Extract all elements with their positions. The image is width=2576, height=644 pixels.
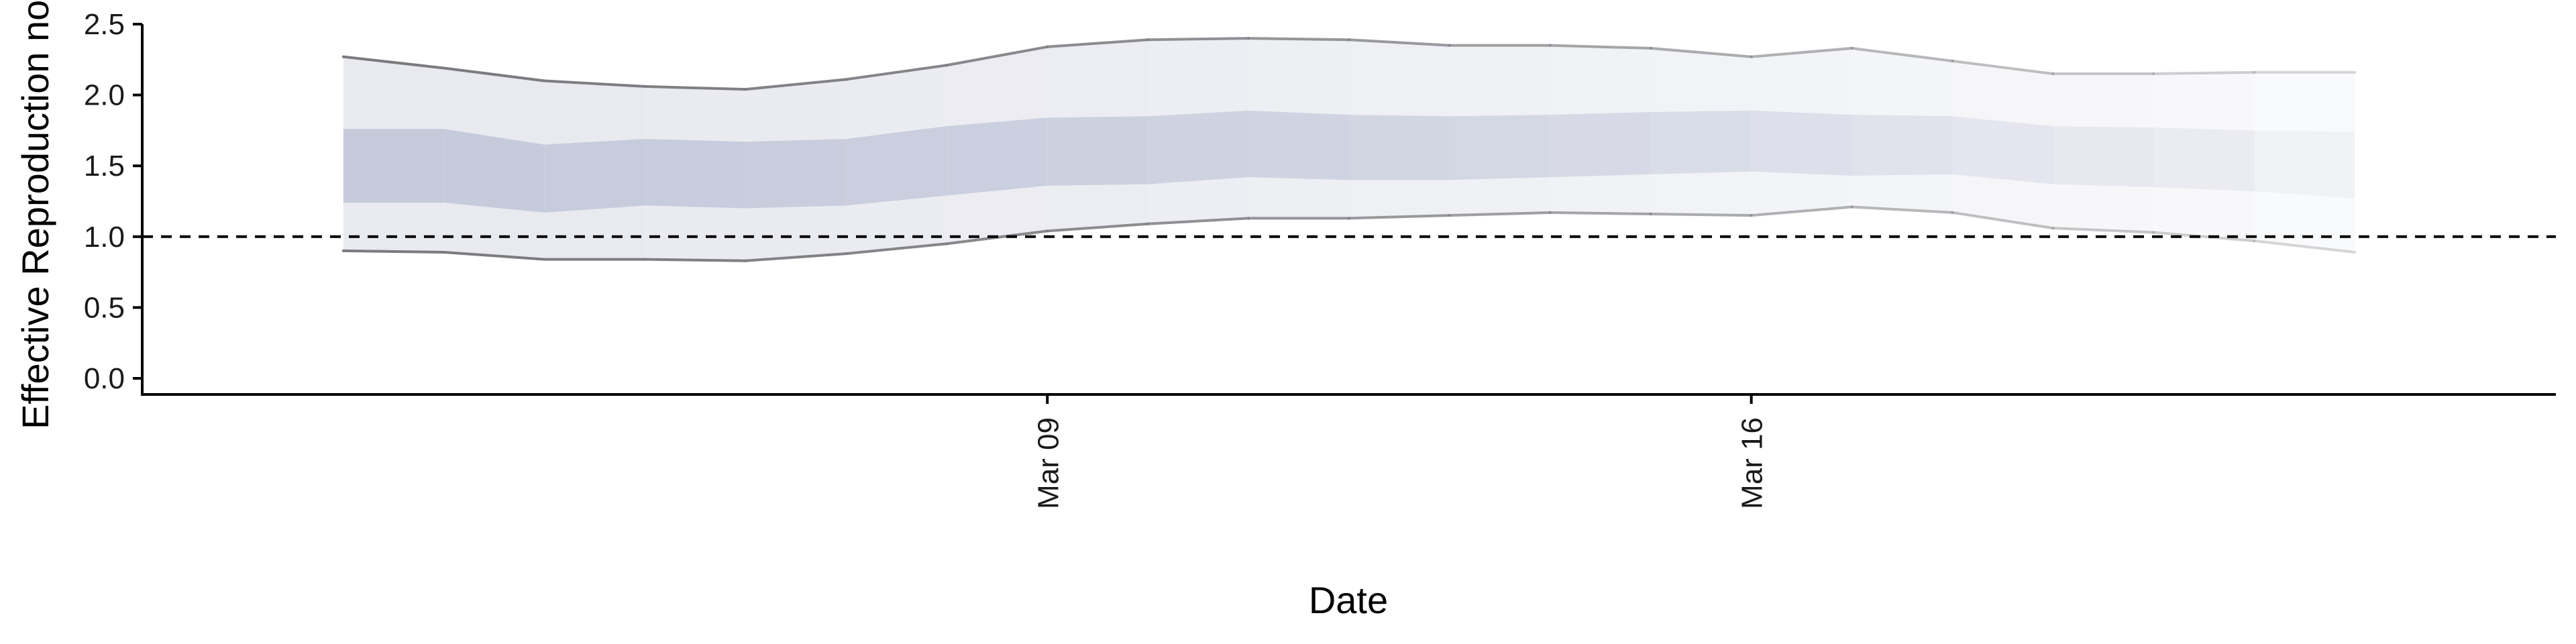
- band-95-segment: [1851, 48, 1953, 213]
- band-95-segment: [2254, 72, 2355, 253]
- upper-bound-segment: [442, 66, 546, 83]
- upper-bound-segment: [1649, 46, 1753, 58]
- y-axis-ticks: 0.0 0.5 1.0 1.5 2.0 2.5: [84, 8, 142, 395]
- band-50-segment: [343, 129, 444, 203]
- lower-bound-segment: [1146, 217, 1250, 225]
- upper-bound-segment: [845, 64, 949, 81]
- upper-bound-segment: [1046, 38, 1150, 48]
- lower-bound-segment: [744, 252, 848, 262]
- band-50-segment: [1248, 110, 1349, 180]
- band-50-segment: [1751, 110, 1852, 176]
- lower-bound-segment: [1850, 205, 1954, 214]
- band-50-segment: [2053, 126, 2154, 187]
- lower-bound-segment: [1951, 211, 2055, 230]
- interval-bound-lines: [341, 37, 2357, 262]
- upper-bound-segment: [1850, 46, 1954, 62]
- upper-bound-segment: [1247, 37, 1350, 42]
- x-axis-title: Date: [1309, 579, 1388, 621]
- lower-bound-segment: [2253, 239, 2357, 254]
- band-95-segment: [1952, 60, 2053, 229]
- y-tick-label: 0.5: [84, 291, 125, 324]
- band-50-segment: [645, 139, 746, 209]
- band-50-segment: [1047, 116, 1148, 186]
- band-95-segment: [2053, 73, 2154, 233]
- axes: [141, 24, 2556, 396]
- upper-bound-segment: [744, 78, 848, 91]
- upper-bound-segment: [1348, 38, 1451, 47]
- lower-bound-segment: [2152, 231, 2256, 243]
- x-axis-ticks: Mar 09 Mar 16: [1032, 394, 1769, 509]
- upper-bound-segment: [1951, 59, 2055, 75]
- y-tick-label: 1.5: [84, 150, 125, 182]
- upper-bound-segment: [1548, 44, 1652, 50]
- upper-bound-segment: [341, 55, 445, 70]
- band-50-segment: [1952, 116, 2053, 184]
- lower-bound-segment: [1448, 211, 1552, 217]
- band-50-segment: [1449, 115, 1550, 180]
- lower-bound-segment: [341, 249, 445, 254]
- lower-bound-segment: [845, 242, 949, 256]
- band-50-segment: [745, 139, 847, 209]
- lower-bound-segment: [1348, 214, 1451, 220]
- y-tick-label: 0.0: [84, 362, 125, 395]
- lower-bound-segment: [442, 251, 546, 261]
- band-50-segment: [544, 139, 645, 213]
- band-50-segment: [846, 126, 947, 206]
- band-50-segment: [2254, 130, 2355, 199]
- lower-bound-segment: [643, 258, 747, 262]
- band-50-segment: [2153, 127, 2255, 192]
- upper-bound-segment: [1146, 37, 1250, 42]
- y-tick-label: 2.5: [84, 8, 125, 41]
- upper-bound-segment: [1750, 46, 1854, 58]
- upper-bound-segment: [2152, 70, 2256, 75]
- y-axis-title: Effective Reproduction no: [14, 0, 56, 429]
- lower-bound-segment: [1649, 213, 1753, 217]
- band-50-segment: [1650, 110, 1752, 174]
- lower-bound-segment: [1750, 205, 1854, 217]
- band-95-segment: [1751, 48, 1852, 216]
- band-50-segment: [1851, 115, 1953, 176]
- band-50-segment: [1550, 111, 1651, 178]
- lower-bound-segment: [1548, 211, 1652, 216]
- y-tick-label: 2.0: [84, 79, 125, 112]
- band-95-segment: [2153, 72, 2255, 241]
- x-tick-label: Mar 16: [1736, 417, 1769, 509]
- upper-bound-segment: [543, 79, 647, 88]
- upper-bound-segment: [643, 85, 747, 91]
- lower-bound-segment: [2051, 227, 2155, 234]
- band-50-segment: [947, 117, 1048, 196]
- upper-bound-segment: [945, 45, 1049, 67]
- x-tick-label: Mar 09: [1032, 417, 1065, 509]
- band-50-segment: [1349, 115, 1450, 180]
- band-50-segment: [443, 129, 545, 213]
- credible-interval-bands: [343, 38, 2355, 261]
- y-tick-label: 1.0: [84, 221, 125, 254]
- band-50-segment: [1148, 110, 1249, 184]
- lower-bound-segment: [1046, 222, 1150, 233]
